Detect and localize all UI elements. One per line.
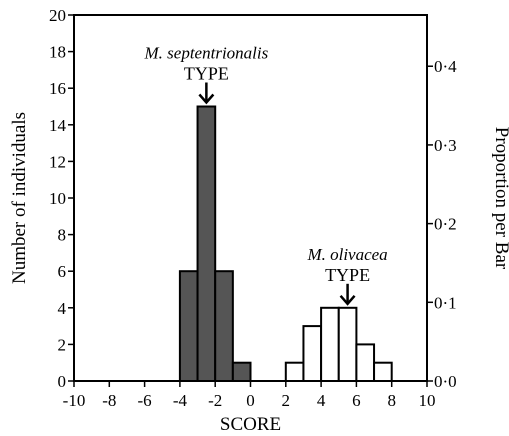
histogram-bar — [196, 105, 217, 382]
x-tick-label: 4 — [317, 391, 326, 410]
bars-layer — [178, 105, 393, 383]
y-tick-label: 8 — [58, 226, 67, 245]
y2-tick-label: 0·1 — [434, 293, 457, 312]
y-tick-label: 6 — [58, 262, 67, 281]
histogram-bar — [373, 361, 393, 383]
y-tick-label: 2 — [58, 335, 67, 354]
y-tick-label: 20 — [49, 6, 66, 25]
histogram-bar — [178, 270, 199, 383]
x-tick-label: 2 — [282, 391, 291, 410]
histogram-bar — [302, 325, 323, 383]
annotation-type-label: TYPE — [184, 64, 229, 84]
x-axis-label: SCORE — [220, 414, 281, 435]
histogram-bar — [231, 361, 252, 383]
y-tick-label: 16 — [49, 79, 66, 98]
x-tick-label: 8 — [387, 391, 396, 410]
annotation-arrow-head — [339, 294, 356, 306]
ticks-layer: -10 -8 -6 -4 -2 0 2 4 6 8 10 0 2 4 6 8 10 12 14 16 18 20 0·0 0·… — [49, 6, 457, 410]
y2-tick-label: 0·3 — [434, 136, 457, 155]
histogram-bar — [284, 361, 305, 383]
y-tick-label: 18 — [49, 43, 66, 62]
y-tick-label: 10 — [49, 189, 66, 208]
y-tick-label: 0 — [58, 372, 67, 391]
x-tick-label: -8 — [102, 391, 116, 410]
y2-axis-label: Proportion per Bar — [491, 127, 509, 270]
x-tick-label: -10 — [63, 391, 86, 410]
y2-tick-label: 0·4 — [434, 57, 457, 76]
y-tick-label: 4 — [58, 299, 67, 318]
plot-frame — [73, 14, 428, 382]
annotation-species-label: M. septentrionalis — [144, 44, 269, 63]
annotation-species-label: M. olivacea — [306, 245, 387, 264]
x-tick-label: 10 — [419, 391, 436, 410]
x-tick-label: -6 — [138, 391, 152, 410]
y-tick-label: 14 — [49, 116, 67, 135]
histogram-bar — [337, 306, 358, 382]
x-tick-label: 6 — [352, 391, 361, 410]
x-tick-label: -4 — [173, 391, 188, 410]
y2-tick-label: 0·2 — [434, 215, 457, 234]
x-tick-label: -2 — [208, 391, 222, 410]
histogram-bar — [355, 343, 376, 382]
annotation-arrow-head — [198, 93, 215, 105]
histogram-bar — [320, 306, 340, 382]
histogram-bar — [214, 270, 234, 383]
y-tick-label: 12 — [49, 152, 66, 171]
x-tick-label: 0 — [246, 391, 255, 410]
y-axis-label: Number of individuals — [9, 112, 30, 284]
annotation-type-label: TYPE — [325, 265, 370, 285]
y2-tick-label: 0·0 — [434, 372, 457, 391]
